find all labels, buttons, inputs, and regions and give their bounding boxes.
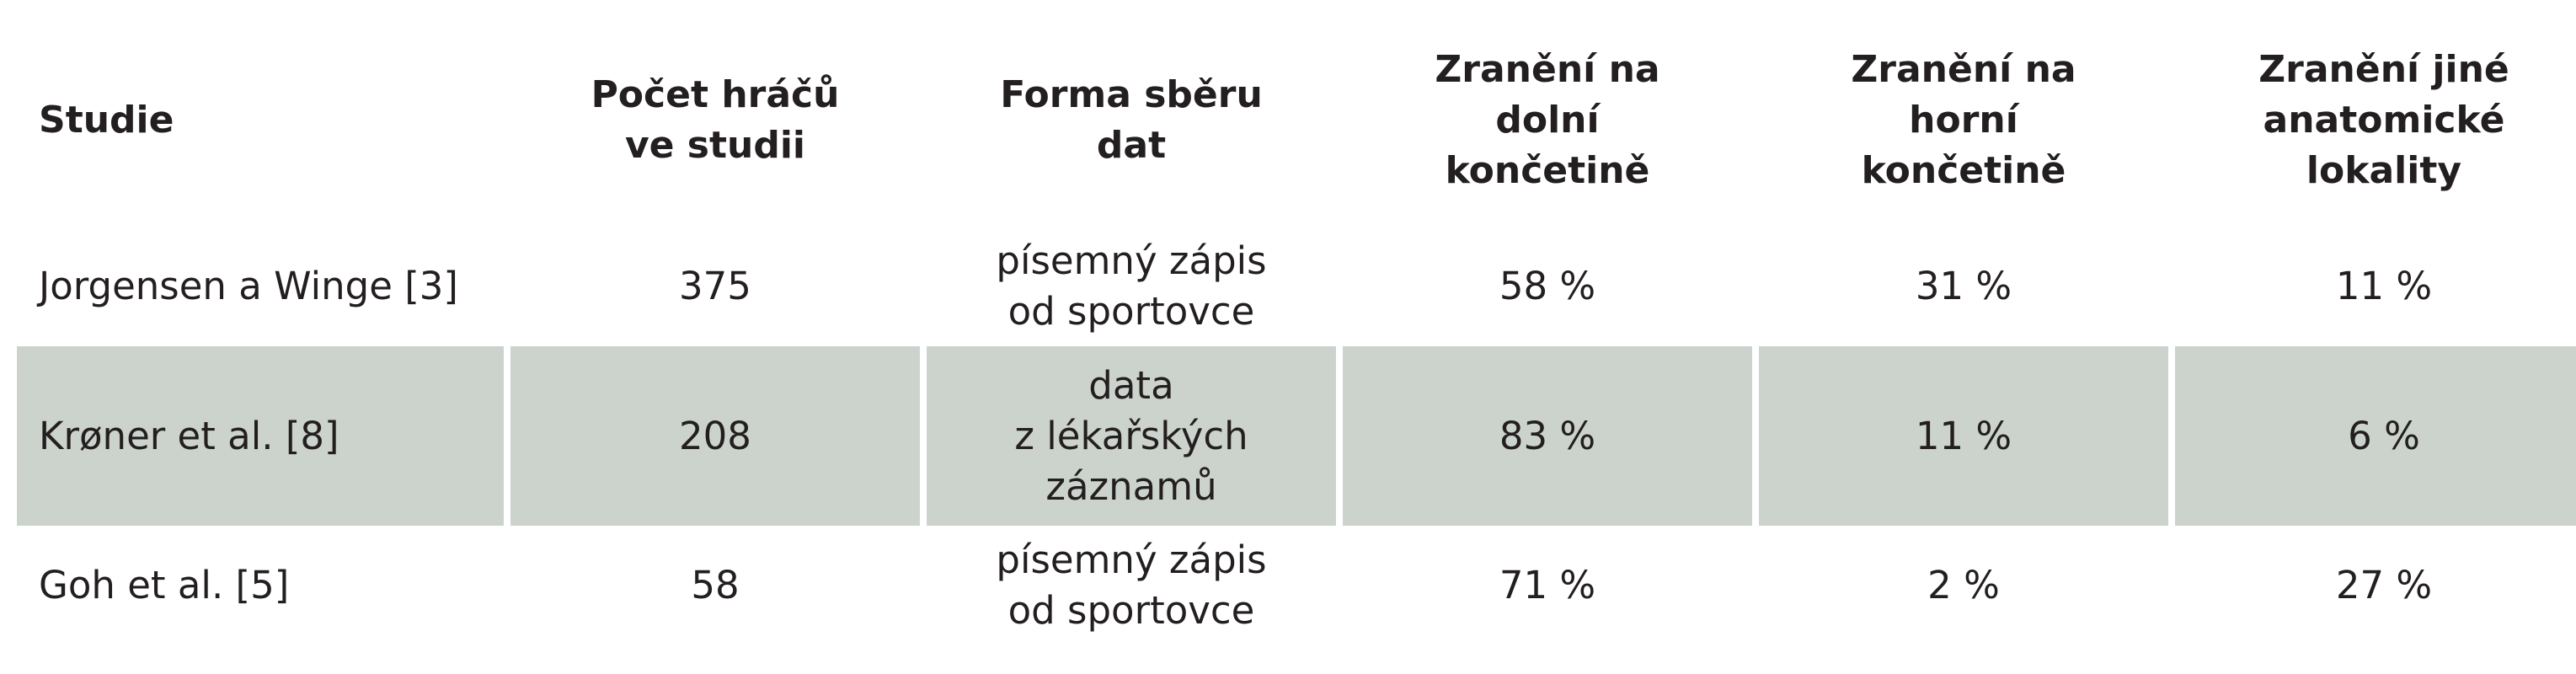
row2-other: 6 % [2175,346,2576,526]
row3-study: Goh et al. [5] [39,563,290,607]
header-players: Počet hráčů ve studii [591,72,840,167]
row3-lower: 71 % [1499,563,1596,607]
row1-study: Jorgensen a Winge [3] [39,264,458,308]
header-lower-limb: Zranění na dolní končetině [1435,47,1660,192]
row1-collection: písemný zápis od sportovce [996,238,1267,334]
row3-upper: 2 % [1927,563,2000,607]
row2-players: 208 [510,346,920,526]
row1-other: 11 % [2335,264,2433,308]
row3-other: 27 % [2335,563,2433,607]
row3-players: 58 [691,563,740,607]
row1-upper: 31 % [1915,264,2012,308]
row2-study: Krøner et al. [8] [17,346,504,526]
header-collection: Forma sběru dat [1000,72,1263,167]
header-upper-limb: Zranění na horní končetině [1851,47,2076,192]
header-study: Studie [39,98,174,142]
row1-lower: 58 % [1499,264,1596,308]
header-other-location: Zranění jiné anatomické lokality [2258,47,2509,192]
row2-collection: data z lékařských záznamů [927,346,1336,526]
row1-players: 375 [679,264,751,308]
row3-collection: písemný zápis od sportovce [996,538,1267,633]
row2-upper: 11 % [1759,346,2168,526]
row2-lower: 83 % [1343,346,1752,526]
injury-table: Studie Počet hráčů ve studii Forma sběru… [17,0,2576,640]
